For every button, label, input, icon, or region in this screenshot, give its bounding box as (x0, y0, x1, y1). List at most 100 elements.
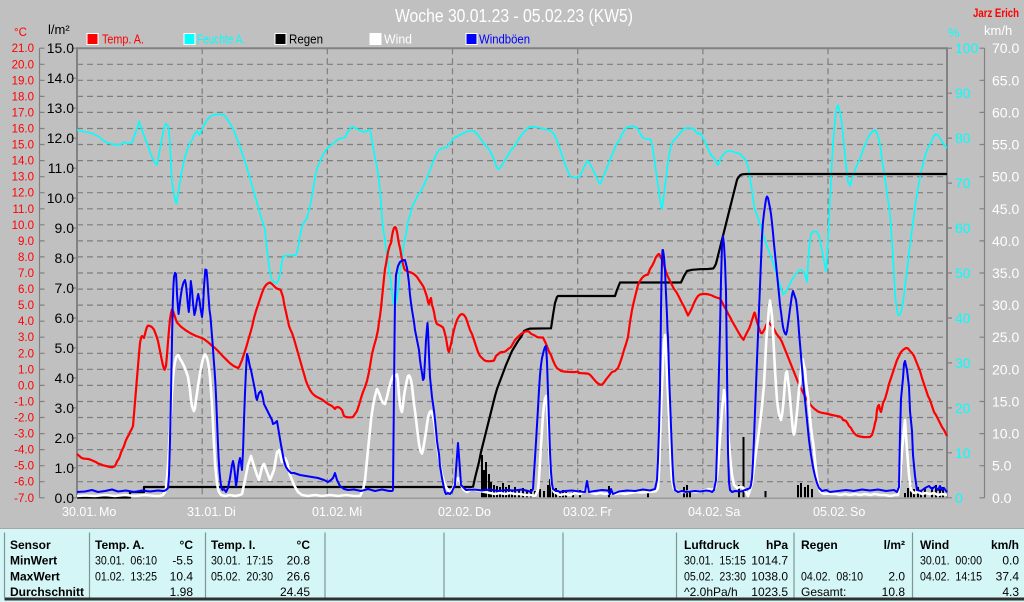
svg-text:70.0: 70.0 (992, 40, 1019, 56)
svg-text:60.0: 60.0 (992, 104, 1019, 120)
svg-text:11.0: 11.0 (48, 160, 74, 176)
svg-text:50: 50 (955, 265, 971, 281)
svg-text:Temp. A.: Temp. A. (95, 538, 144, 552)
svg-text:20: 20 (955, 400, 971, 416)
svg-text:l/m²: l/m² (48, 22, 70, 37)
svg-text:-2.0: -2.0 (14, 413, 34, 425)
svg-text:14.0: 14.0 (47, 70, 74, 86)
svg-text:14.0: 14.0 (12, 156, 34, 168)
svg-text:1.98: 1.98 (170, 585, 194, 599)
svg-text:Wind: Wind (920, 538, 949, 552)
svg-text:19.0: 19.0 (12, 75, 34, 87)
svg-text:^2.0hPa/h: ^2.0hPa/h (684, 585, 738, 599)
svg-text:9.0: 9.0 (55, 220, 75, 236)
svg-text:Gesamt:: Gesamt: (801, 585, 846, 599)
svg-text:5.0: 5.0 (55, 340, 75, 356)
svg-text:l/m²: l/m² (884, 538, 905, 552)
svg-text:04.02.: 04.02. (688, 505, 723, 519)
svg-text:25.0: 25.0 (992, 329, 1019, 345)
svg-text:30: 30 (955, 355, 971, 371)
svg-text:35.0: 35.0 (992, 265, 1019, 281)
svg-text:90: 90 (955, 85, 971, 101)
svg-text:18.0: 18.0 (12, 91, 34, 103)
svg-text:3.0: 3.0 (18, 332, 34, 344)
svg-text:Durchschnitt: Durchschnitt (10, 585, 84, 599)
svg-text:30.0: 30.0 (992, 297, 1019, 313)
svg-text:80: 80 (955, 130, 971, 146)
svg-text:5.0: 5.0 (992, 458, 1012, 474)
svg-text:01.02. 13:25: 01.02. 13:25 (95, 570, 157, 584)
svg-text:05.02.: 05.02. (813, 505, 848, 519)
svg-text:1038.0: 1038.0 (751, 570, 788, 584)
svg-text:°C: °C (180, 538, 194, 552)
svg-text:7.0: 7.0 (55, 280, 75, 296)
svg-text:03.02.: 03.02. (563, 505, 598, 519)
svg-text:40: 40 (955, 310, 971, 326)
svg-text:30.01. 00:00: 30.01. 00:00 (920, 554, 982, 568)
svg-text:4.3: 4.3 (1002, 585, 1019, 599)
svg-text:20.0: 20.0 (992, 361, 1019, 377)
svg-text:Mo: Mo (99, 505, 116, 519)
svg-text:-5.5: -5.5 (172, 554, 193, 568)
svg-text:11.0: 11.0 (12, 204, 34, 216)
svg-text:30.01.: 30.01. (62, 505, 97, 519)
svg-text:12.0: 12.0 (12, 188, 34, 200)
svg-text:05.02. 20:30: 05.02. 20:30 (211, 570, 273, 584)
svg-text:6.0: 6.0 (18, 284, 34, 296)
svg-text:37.4: 37.4 (996, 570, 1020, 584)
svg-text:7.0: 7.0 (18, 268, 34, 280)
svg-text:26.6: 26.6 (287, 570, 311, 584)
svg-text:04.02. 08:10: 04.02. 08:10 (801, 570, 863, 584)
svg-text:8.0: 8.0 (18, 252, 34, 264)
svg-text:2.0: 2.0 (18, 348, 34, 360)
svg-text:2.0: 2.0 (55, 430, 75, 446)
svg-text:16.0: 16.0 (12, 124, 34, 136)
svg-text:10.4: 10.4 (170, 570, 194, 584)
svg-text:°C: °C (297, 538, 311, 552)
svg-text:20.0: 20.0 (12, 59, 34, 71)
svg-text:km/h: km/h (984, 23, 1012, 38)
svg-text:10.8: 10.8 (882, 585, 906, 599)
svg-text:-4.0: -4.0 (14, 445, 34, 457)
svg-text:Jarz Erich: Jarz Erich (973, 6, 1019, 20)
svg-text:0.0: 0.0 (992, 490, 1012, 506)
svg-text:Feuchte A.: Feuchte A. (197, 32, 245, 47)
svg-text:-5.0: -5.0 (14, 461, 34, 473)
svg-text:4.0: 4.0 (55, 370, 75, 386)
svg-text:30.01. 17:15: 30.01. 17:15 (211, 554, 273, 568)
svg-text:Regen: Regen (801, 538, 838, 552)
svg-text:30.01. 06:10: 30.01. 06:10 (95, 554, 157, 568)
svg-text:5.0: 5.0 (18, 300, 34, 312)
svg-text:0.0: 0.0 (1002, 554, 1019, 568)
svg-text:0.0: 0.0 (55, 490, 75, 506)
svg-text:Windböen: Windböen (479, 32, 530, 47)
svg-text:15.0: 15.0 (992, 394, 1019, 410)
svg-text:70: 70 (955, 175, 971, 191)
svg-text:-6.0: -6.0 (14, 477, 34, 489)
svg-text:15.0: 15.0 (47, 40, 74, 56)
svg-text:2.0: 2.0 (888, 570, 905, 584)
svg-text:10.0: 10.0 (992, 426, 1019, 442)
svg-text:Fr: Fr (600, 505, 612, 519)
svg-text:8.0: 8.0 (55, 250, 75, 266)
svg-text:%: % (948, 25, 960, 40)
svg-text:1.0: 1.0 (55, 460, 75, 476)
svg-text:Wind: Wind (384, 32, 412, 47)
svg-text:Di: Di (224, 505, 236, 519)
svg-text:MaxWert: MaxWert (10, 570, 60, 584)
svg-text:55.0: 55.0 (992, 137, 1019, 153)
svg-text:40.0: 40.0 (992, 233, 1019, 249)
svg-text:0.0: 0.0 (18, 380, 34, 392)
svg-text:31.01.: 31.01. (187, 505, 222, 519)
svg-text:10: 10 (955, 445, 971, 461)
svg-text:°C: °C (14, 27, 27, 39)
svg-text:20.8: 20.8 (287, 554, 311, 568)
svg-text:-7.0: -7.0 (14, 493, 34, 505)
svg-text:50.0: 50.0 (992, 169, 1019, 185)
svg-text:24.45: 24.45 (280, 585, 310, 599)
svg-text:21.0: 21.0 (12, 43, 34, 55)
svg-text:Woche 30.01.23 - 05.02.23 (KW5: Woche 30.01.23 - 05.02.23 (KW5) (395, 6, 633, 26)
svg-text:km/h: km/h (991, 538, 1019, 552)
svg-text:13.0: 13.0 (47, 100, 74, 116)
svg-text:Mi: Mi (349, 505, 362, 519)
